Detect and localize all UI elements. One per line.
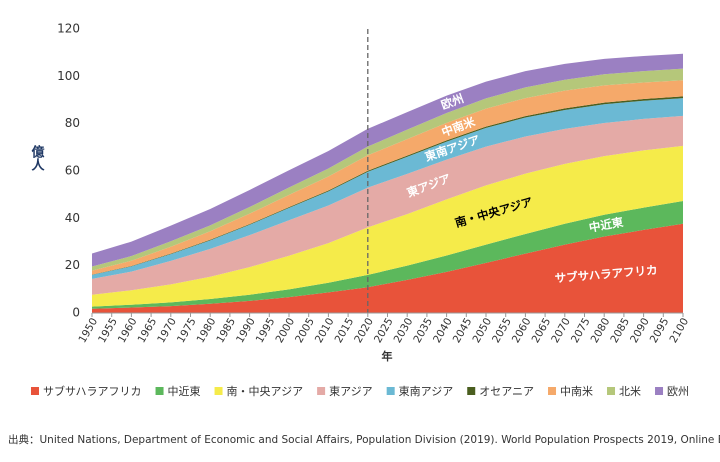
x-tick-label: 2020 <box>352 316 376 345</box>
area <box>92 53 683 267</box>
x-tick-label: 1955 <box>96 316 120 345</box>
legend-swatch <box>30 387 39 395</box>
x-tick-label: 2055 <box>490 316 514 345</box>
legend-swatch <box>607 387 616 395</box>
x-tick-label: 2070 <box>549 316 573 345</box>
area <box>92 98 683 279</box>
legend-label: 欧州 <box>667 385 689 398</box>
legend-label: 南・中央アジア <box>227 385 304 398</box>
area <box>92 80 683 275</box>
area <box>92 223 683 313</box>
x-tick-label: 1965 <box>136 316 160 345</box>
legend-swatch <box>655 387 664 395</box>
legend-label: 東南アジア <box>399 385 454 398</box>
x-tick-label: 2090 <box>628 316 652 345</box>
legend-swatch <box>467 387 476 395</box>
x-tick-label: 2085 <box>608 316 632 345</box>
legend-swatch <box>317 387 326 395</box>
x-tick-label: 1985 <box>214 316 238 345</box>
x-tick-label: 2030 <box>392 316 416 345</box>
x-tick-label: 2045 <box>451 316 475 345</box>
legend-label: 北米 <box>619 385 641 398</box>
x-tick-label: 1970 <box>155 316 179 345</box>
area <box>92 68 683 271</box>
y-axis-label: 億人 <box>29 144 45 171</box>
legend-swatch <box>386 387 395 395</box>
x-tick-label: 1975 <box>175 316 199 345</box>
y-tick-label: 20 <box>65 258 80 272</box>
y-tick-label: 0 <box>72 306 80 320</box>
area <box>92 115 683 295</box>
legend: サブサハラアフリカ 中近東 南・中央アジア 東アジア 東南アジア オセアニア 中南米 北米 欧州 <box>30 384 689 398</box>
x-tick-label: 2025 <box>372 316 396 345</box>
y-tick-label: 40 <box>65 211 80 225</box>
y-tick-label: 120 <box>57 22 80 36</box>
x-tick-label: 2010 <box>313 316 337 345</box>
x-tick-label: 1960 <box>116 316 140 345</box>
x-tick-label: 2060 <box>510 316 534 345</box>
x-tick-label: 2065 <box>530 316 554 345</box>
y-tick-label: 100 <box>57 69 80 83</box>
legend-label: サブサハラアフリカ <box>43 384 142 398</box>
area <box>92 201 683 309</box>
x-tick-label: 2015 <box>333 316 357 345</box>
legend-label: 中近東 <box>168 385 201 398</box>
legend-swatch <box>548 387 557 395</box>
x-tick-label: 1995 <box>254 316 278 345</box>
legend-label: 東アジア <box>329 385 373 398</box>
x-tick-label: 1990 <box>234 316 258 345</box>
x-tick-label: 1980 <box>195 316 219 345</box>
x-tick-label: 2035 <box>411 316 435 345</box>
x-axis-label: 年 <box>382 349 393 363</box>
x-tick-label: 2050 <box>470 316 494 345</box>
legend-swatch <box>155 387 164 395</box>
x-tick-label: 2095 <box>648 316 672 345</box>
x-tick-label: 1950 <box>76 316 100 345</box>
x-tick-label: 2080 <box>589 316 613 345</box>
legend-label: オセアニア <box>479 385 534 398</box>
legend-label: 中南米 <box>560 385 593 398</box>
x-tick-label: 2000 <box>273 316 297 345</box>
area <box>92 145 683 307</box>
legend-swatch <box>214 387 223 395</box>
y-tick-label: 60 <box>65 164 80 178</box>
y-tick-label: 80 <box>65 116 80 130</box>
source-note: 出典：United Nations, Department of Economi… <box>8 433 720 446</box>
x-tick-label: 2075 <box>569 316 593 345</box>
x-tick-label: 2005 <box>293 316 317 345</box>
x-tick-label: 2100 <box>667 316 691 345</box>
area-label: 中近東 <box>588 215 625 235</box>
x-tick-label: 2040 <box>431 316 455 345</box>
